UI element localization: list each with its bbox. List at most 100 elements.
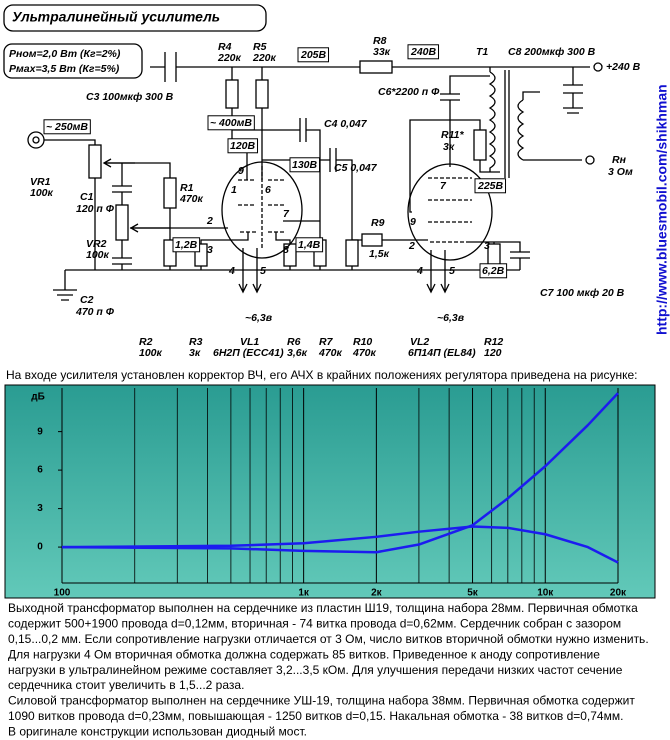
component-label: 1,2В xyxy=(175,239,198,251)
specs-box xyxy=(3,43,143,79)
body-text: Выходной трансформатор выполнен на серде… xyxy=(8,601,649,738)
component-label: ~6,3в xyxy=(437,312,465,324)
component-label: R3 xyxy=(189,336,203,348)
y-tick-label: 9 xyxy=(37,426,43,437)
y-tick-label: 6 xyxy=(37,465,43,476)
component-label: 3к xyxy=(189,347,201,359)
component-label: 6 xyxy=(265,184,271,196)
label-box xyxy=(227,138,259,154)
x-tick-label: 10к xyxy=(537,588,554,599)
component-label: 7 xyxy=(283,208,290,220)
component-label: 8 xyxy=(283,244,289,256)
component-label: R6 xyxy=(287,336,301,348)
component-label: 220к xyxy=(252,52,277,64)
component-label: 2 xyxy=(408,240,415,252)
y-tick-label: 3 xyxy=(37,503,43,514)
chart-frame xyxy=(4,384,656,599)
component-label: 2 xyxy=(206,215,213,227)
component-label: R12 xyxy=(484,336,503,348)
component-label: Rн xyxy=(612,154,627,166)
component-label: С1 xyxy=(80,191,94,203)
body-line: нагрузки в ультралинейном режиме составл… xyxy=(8,663,623,677)
component-label: 3 Ом xyxy=(608,166,633,178)
component-label: 9 xyxy=(410,216,416,228)
label-box xyxy=(172,237,201,253)
component-label: 120В xyxy=(230,140,256,152)
component-label: 240В xyxy=(410,46,437,58)
component-label: R2 xyxy=(139,336,153,348)
component-label: R7 xyxy=(319,336,334,348)
spec: Рмах=3,5 Вт (Кг=5%) xyxy=(9,63,120,75)
component-label: 9 xyxy=(238,165,244,177)
x-tick-label: 2к xyxy=(371,588,383,599)
label-box xyxy=(43,119,91,135)
component-label: R10 xyxy=(353,336,372,348)
caption: На входе усилителя установлен корректор … xyxy=(6,368,638,382)
component-label: 3к xyxy=(443,141,455,153)
body-line: 1090 витков провода d=0,23мм, повышающая… xyxy=(8,709,623,723)
component-label: 130В xyxy=(292,159,318,171)
component-label: 100к xyxy=(86,249,110,261)
body-line: 0,15...0,2 мм. Если сопротивление нагруз… xyxy=(8,632,649,646)
x-tick-label: 1к xyxy=(298,588,310,599)
component-label: R8 xyxy=(373,35,387,47)
x-tick-label: 100 xyxy=(54,588,71,599)
label-box xyxy=(474,178,507,194)
component-label: 6,2В xyxy=(482,265,505,277)
component-label: 220к xyxy=(217,52,242,64)
component-label: С3 100мкф 300 В xyxy=(86,91,174,103)
body-line: Выходной трансформатор выполнен на серде… xyxy=(8,601,638,615)
body-line: Для нагрузки 4 Ом вторичная обмотка долж… xyxy=(8,647,600,661)
body-line: В оригинале конструкции использован диод… xyxy=(8,724,307,738)
component-label: 470 п Ф xyxy=(75,306,115,318)
component-label: 1,5к xyxy=(369,248,390,260)
component-label: 5 xyxy=(449,265,455,277)
label-box xyxy=(407,44,440,60)
component-label: 205В xyxy=(300,49,327,61)
component-label: 3 xyxy=(484,240,490,252)
component-label: 120 п Ф xyxy=(76,203,115,215)
label-box xyxy=(295,237,324,253)
body-line: сердечника стоит увеличить в 1,5...2 раз… xyxy=(8,678,244,692)
curve xyxy=(61,525,619,564)
component-label: R4 xyxy=(218,41,232,53)
wires xyxy=(27,52,603,301)
component-label: +240 В xyxy=(606,61,641,73)
component-label: 4 xyxy=(228,265,235,277)
label-box xyxy=(297,47,330,63)
label-box xyxy=(479,263,508,279)
component-label: ~6,3в xyxy=(245,312,273,324)
x-tick-label: 20к xyxy=(610,588,627,599)
label-box xyxy=(289,157,321,173)
label-box xyxy=(207,115,255,131)
component-label: 1,4В xyxy=(298,239,321,251)
spec: Рном=2,0 Вт (Кг=2%) xyxy=(9,48,121,60)
component-label: VR1 xyxy=(30,176,51,188)
curve xyxy=(61,392,619,554)
component-label: R1 xyxy=(180,182,194,194)
y-tick-label: 0 xyxy=(37,542,43,553)
component-label: 3,6к xyxy=(287,347,308,359)
body-line: содержит 500+1900 провода d=0,12мм, втор… xyxy=(8,617,621,631)
component-label: С5 0,047 xyxy=(334,162,378,174)
component-label: 100к xyxy=(30,187,54,199)
component-label: VL1 xyxy=(240,336,259,348)
component-label: 33к xyxy=(373,46,391,58)
component-label: 4 xyxy=(416,265,423,277)
component-label: 120 xyxy=(484,347,502,359)
component-label: R5 xyxy=(253,41,267,53)
component-label: 5 xyxy=(260,265,266,277)
component-label: Т1 xyxy=(476,46,488,58)
component-label: С2 xyxy=(80,294,94,306)
component-label: 100к xyxy=(139,347,163,359)
component-label: 7 xyxy=(440,180,447,192)
component-label: С8 200мкф 300 В xyxy=(508,46,596,58)
component-label: 225В xyxy=(477,180,504,192)
schematic-title: Ультралинейный усилитель xyxy=(12,9,220,25)
component-label: 6Н2П (ECC41) xyxy=(213,347,284,359)
component-label: 1 xyxy=(231,184,237,196)
component-label: VR2 xyxy=(86,238,107,250)
url: http://www.bluesmobil.com/shikhman xyxy=(654,84,670,335)
y-axis-label: дБ xyxy=(31,392,45,403)
